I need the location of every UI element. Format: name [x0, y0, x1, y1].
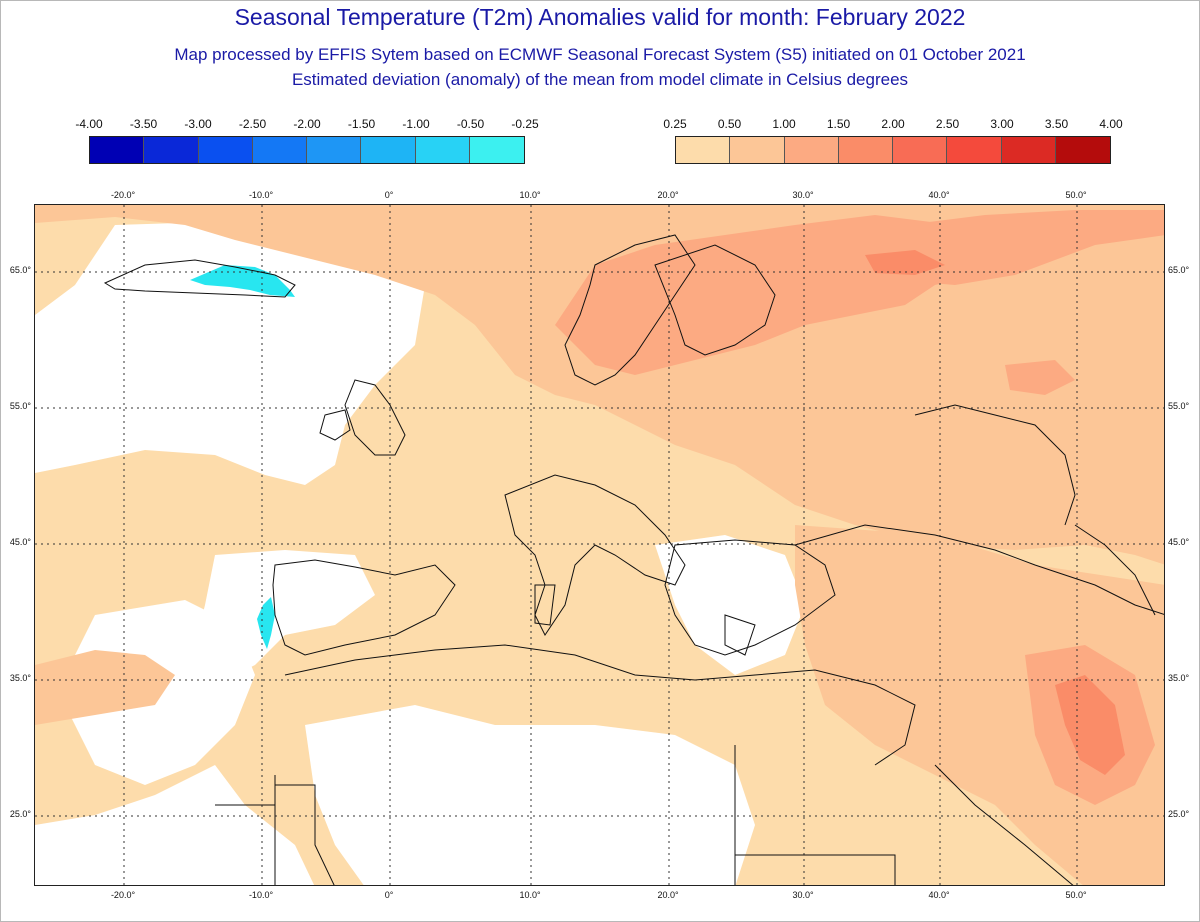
axis-label: 55.0°: [1168, 401, 1190, 411]
legend-tick-label: 3.50: [1044, 117, 1069, 131]
axis-label: -10.0°: [248, 190, 274, 200]
axis-label: 0°: [384, 890, 394, 900]
axis-label: 20.0°: [657, 190, 679, 200]
map-title: Seasonal Temperature (T2m) Anomalies val…: [234, 4, 966, 30]
legend-tick-label: 0.50: [717, 117, 742, 131]
axis-label: 40.0°: [928, 890, 950, 900]
legend-swatch: [947, 137, 1002, 163]
axis-label: 65.0°: [1168, 265, 1190, 275]
legend-tick-label: 1.00: [772, 117, 796, 131]
axis-label: 40.0°: [928, 190, 950, 200]
map-subtitle-units: Estimated deviation (anomaly) of the mea…: [291, 70, 909, 89]
axis-label: 30.0°: [792, 190, 814, 200]
anomaly-area-100-ukraine: [1005, 360, 1075, 395]
anomaly-map: [34, 204, 1165, 886]
cold-anomaly-iceland: [190, 265, 295, 297]
anomaly-area-025-west: [35, 455, 265, 615]
anomaly-map-canvas: [35, 205, 1164, 885]
legend-tick-label: -2.50: [238, 117, 267, 131]
anomaly-area-050-west-patch: [35, 650, 175, 725]
axis-label: -10.0°: [248, 890, 274, 900]
axis-label: 35.0°: [9, 673, 31, 683]
axis-label: 0°: [384, 190, 394, 200]
legend-tick-label: 3.00: [990, 117, 1014, 131]
coastlines: [103, 234, 1164, 885]
legend-cold-ticks: -4.00 -3.50 -3.00 -2.50 -2.00 -1.50 -1.00 -0.50…: [75, 117, 538, 135]
legend-tick-label: -3.00: [184, 117, 212, 131]
axis-label: 10.0°: [519, 190, 541, 200]
legend-swatch: [361, 137, 416, 163]
legend-warm-colorbar: [675, 136, 1111, 164]
graticule: [35, 205, 1164, 885]
legend-tick-label: -2.00: [293, 117, 321, 131]
white-zone-atlantic: [35, 220, 425, 485]
axis-label: -20.0°: [110, 890, 136, 900]
legend-tick-label: -4.00: [75, 117, 103, 131]
legend-tick-label: -3.50: [129, 117, 158, 131]
axis-label: -20.0°: [110, 190, 136, 200]
axis-label: 20.0°: [657, 890, 679, 900]
axis-label: 45.0°: [9, 537, 31, 547]
anomaly-area-150-iran: [1055, 675, 1125, 775]
legend-cold-colorbar: [89, 136, 525, 164]
axis-label: 30.0°: [792, 890, 814, 900]
white-zone-balkans: [655, 535, 805, 675]
axis-label: 50.0°: [1065, 190, 1087, 200]
legend-swatch: [1001, 137, 1056, 163]
legend-warm-ticks: 0.25 0.50 1.00 1.50 2.00 2.50 3.00 3.50 4.00: [663, 117, 1122, 135]
legend-tick-label: 4.00: [1099, 117, 1123, 131]
legend-swatch: [784, 137, 839, 163]
legend-tick-label: -1.00: [402, 117, 430, 131]
legend-swatch: [676, 137, 731, 163]
legend-swatch: [469, 137, 524, 163]
legend-swatch: [415, 137, 470, 163]
legend-swatch: [307, 137, 362, 163]
legend-swatch: [198, 137, 253, 163]
legend-tick-label: -0.50: [456, 117, 485, 131]
axis-label: 45.0°: [1168, 537, 1190, 547]
legend-swatch: [730, 137, 785, 163]
axis-label: 55.0°: [9, 401, 31, 411]
legend-swatch: [252, 137, 307, 163]
anomaly-area-150-russia: [865, 250, 945, 275]
axis-label: 10.0°: [519, 890, 541, 900]
legend-swatch: [144, 137, 199, 163]
axis-label: 35.0°: [1168, 673, 1190, 683]
cold-anomaly-portugal: [257, 597, 275, 649]
axis-label: 50.0°: [1065, 890, 1087, 900]
white-zone-north-africa: [305, 705, 755, 885]
legend-swatch: [90, 137, 145, 163]
axis-label: 25.0°: [9, 809, 31, 819]
legend-cold-anomaly: -4.00 -3.50 -3.00 -2.50 -2.00 -1.50 -1.00 -0.50…: [75, 117, 539, 167]
legend-swatch: [893, 137, 948, 163]
axis-label: 65.0°: [9, 265, 31, 275]
legend-tick-label: -0.25: [511, 117, 539, 131]
legend-tick-label: 2.50: [935, 117, 960, 131]
legend-tick-label: -1.50: [347, 117, 376, 131]
anomaly-area-050-east: [795, 525, 1164, 885]
map-subtitle-source: Map processed by EFFIS Sytem based on EC…: [174, 45, 1026, 64]
legend-swatch: [838, 137, 893, 163]
legend-tick-label: 1.50: [826, 117, 851, 131]
legend-swatch: [1055, 137, 1110, 163]
axis-label: 25.0°: [1168, 809, 1190, 819]
legend-warm-anomaly: 0.25 0.50 1.00 1.50 2.00 2.50 3.00 3.50 4.00: [663, 117, 1123, 167]
legend-tick-label: 2.00: [881, 117, 905, 131]
legend-tick-label: 0.25: [663, 117, 687, 131]
